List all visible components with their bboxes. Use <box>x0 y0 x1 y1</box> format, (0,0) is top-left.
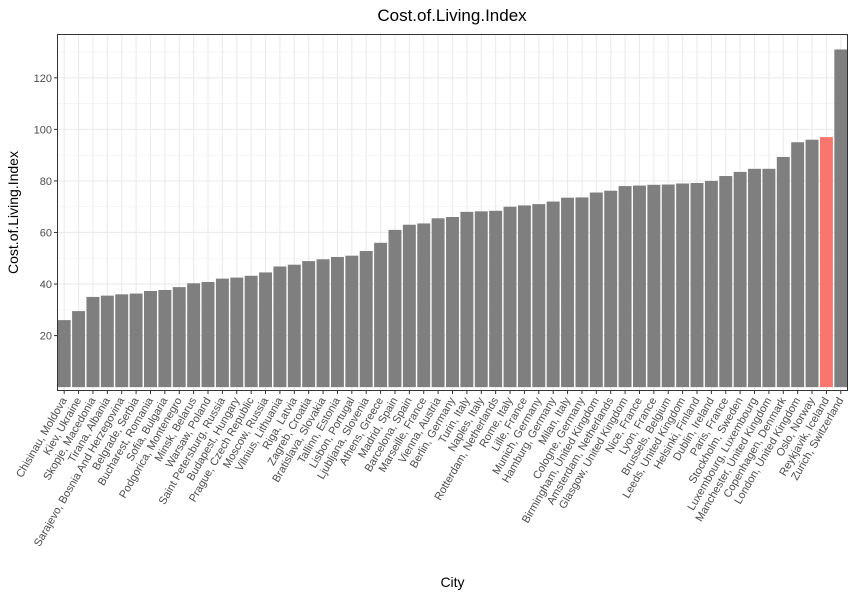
bar <box>561 197 575 388</box>
bar <box>489 210 503 388</box>
plot-border <box>57 34 848 391</box>
bar <box>431 218 445 388</box>
bar <box>647 184 661 388</box>
bar <box>776 156 790 388</box>
bar <box>819 137 833 388</box>
y-tick-label: 40 <box>40 279 52 291</box>
x-axis-title: City <box>440 574 464 590</box>
bars <box>57 49 848 388</box>
bar <box>100 295 114 388</box>
y-tick-label: 60 <box>40 227 52 239</box>
bar <box>72 311 86 388</box>
bar <box>690 182 704 388</box>
bar <box>589 192 603 388</box>
bar <box>575 197 589 388</box>
bar <box>144 290 157 388</box>
bar <box>618 186 632 388</box>
bar <box>446 217 459 388</box>
bar <box>719 176 733 388</box>
bar <box>302 261 316 388</box>
bar <box>676 183 690 388</box>
bar <box>402 224 416 388</box>
bar <box>661 184 675 388</box>
bar <box>115 294 129 388</box>
y-axis-title: Cost.of.Living.Index <box>5 151 21 274</box>
bar <box>330 256 344 388</box>
bar <box>704 180 718 388</box>
bar <box>474 211 488 388</box>
bar <box>273 266 287 388</box>
bar <box>259 272 273 388</box>
bar <box>86 296 100 388</box>
bar <box>215 278 229 388</box>
bar <box>748 168 761 388</box>
bar <box>57 320 71 388</box>
y-tick-label: 100 <box>34 124 52 136</box>
bar <box>359 251 373 388</box>
y-tick-label: 80 <box>40 176 52 188</box>
bar <box>517 205 531 388</box>
bar <box>230 277 244 388</box>
bar <box>287 264 301 388</box>
chart-title: Cost.of.Living.Index <box>377 6 527 25</box>
bar <box>316 259 330 388</box>
bar <box>503 206 517 388</box>
y-tick-label: 120 <box>34 73 52 85</box>
bar <box>187 283 201 388</box>
bar <box>460 211 474 388</box>
bar <box>374 242 388 388</box>
bar <box>417 223 431 388</box>
y-tick-label: 20 <box>40 331 52 343</box>
bar <box>244 275 258 388</box>
bar <box>201 281 215 388</box>
bar <box>632 185 646 388</box>
bar <box>532 204 546 388</box>
bar <box>345 255 359 388</box>
bar <box>129 293 143 388</box>
bar <box>805 139 819 388</box>
bar <box>604 190 618 388</box>
y-axis: 20 40 60 80 100 120 <box>34 73 57 343</box>
bar <box>158 289 172 388</box>
bar <box>791 142 805 388</box>
bar <box>834 49 848 388</box>
bar <box>546 201 560 388</box>
bar <box>762 168 776 388</box>
bar <box>388 229 402 388</box>
bar <box>172 287 186 388</box>
bar <box>733 171 747 388</box>
